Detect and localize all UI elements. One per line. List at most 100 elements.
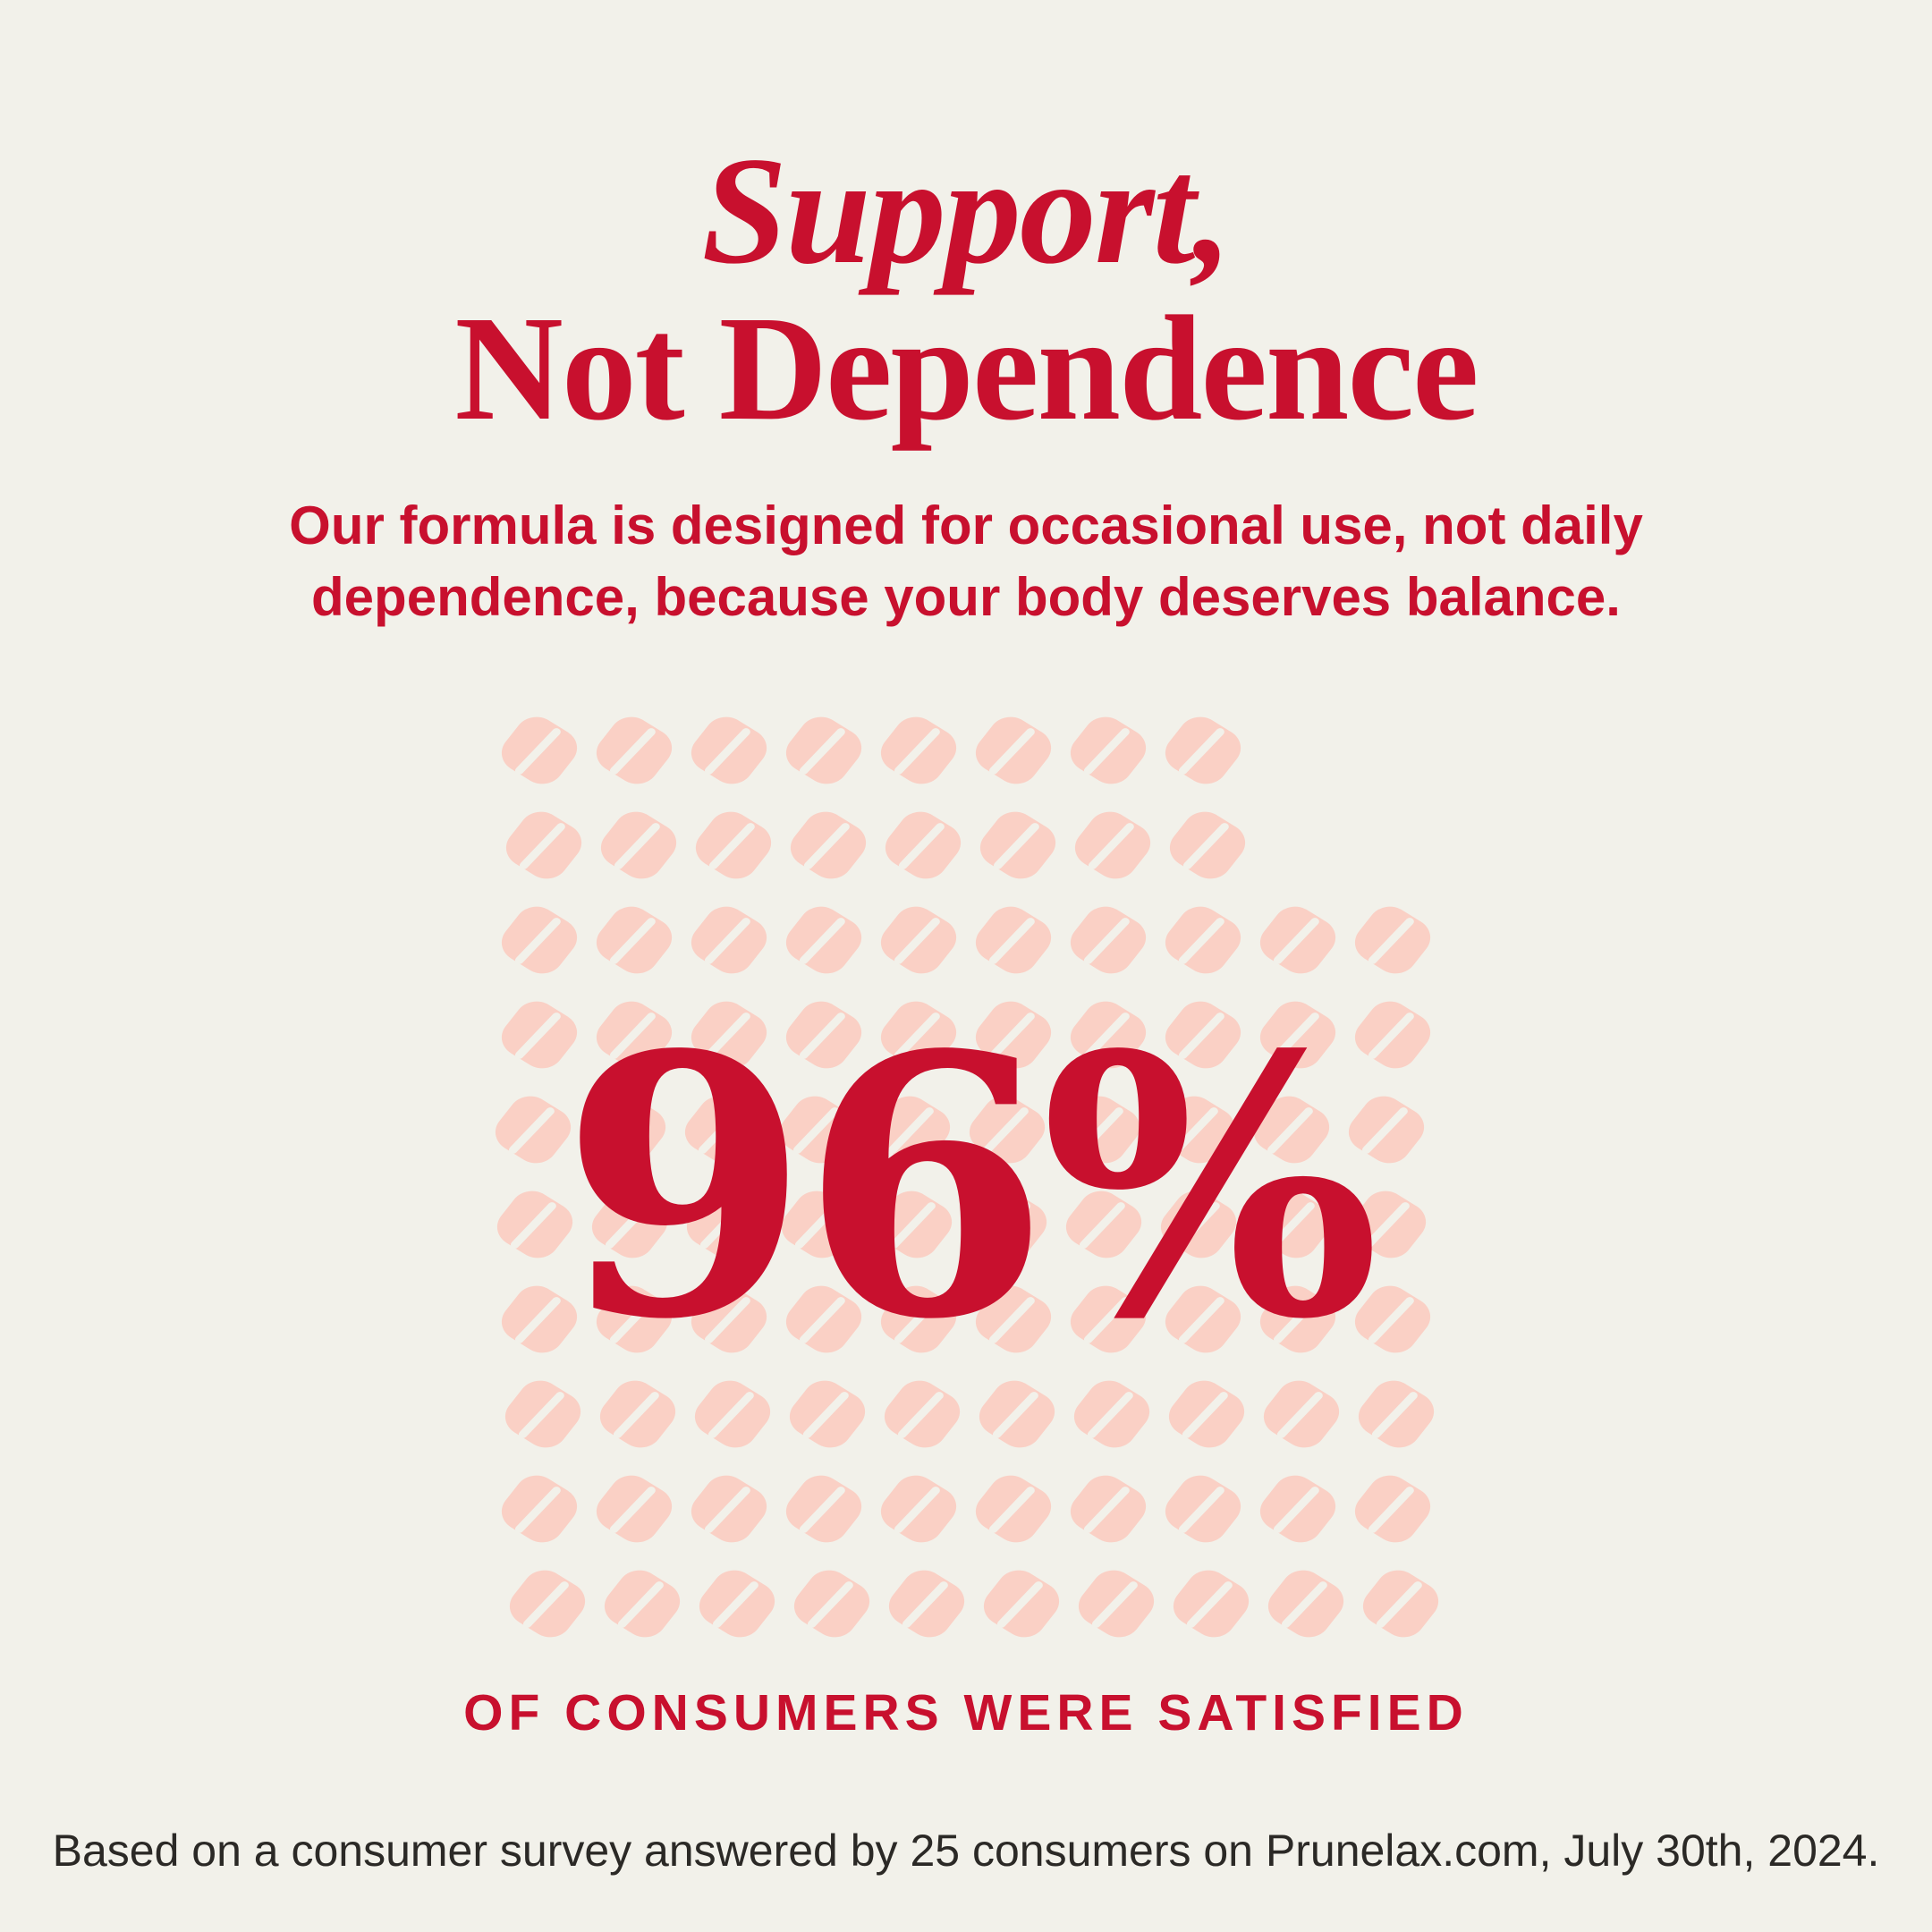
pill-tablet-icon [785,716,862,784]
pill-cell [686,798,781,893]
title-line-support: Support, [701,126,1232,296]
pictogram-row [496,798,1448,893]
pill-tablet-icon [504,1380,581,1448]
pill-tablet-icon [1074,811,1151,879]
pictogram-row [486,1082,1437,1177]
pill-tablet-icon [1255,1191,1332,1258]
pill-tablet-icon [501,1285,578,1353]
pill-cell [776,1272,871,1367]
pill-cell [1246,1177,1341,1272]
pill-cell [590,1367,685,1462]
pill-tablet-icon [596,1001,673,1069]
pill-tablet-icon [880,1001,957,1069]
pill-cell [784,1556,879,1651]
pill-cell [1254,1367,1349,1462]
pill-tablet-icon [1173,1570,1250,1638]
pill-cell [966,1462,1061,1556]
pill-cell [1061,703,1156,798]
pill-cell [966,1272,1061,1367]
pill-tablet-icon [785,1001,862,1069]
pill-tablet-icon [1354,1001,1431,1069]
pill-tablet-icon [1070,1001,1147,1069]
pill-tablet-icon [975,1475,1052,1543]
pill-tablet-icon [876,1191,953,1258]
pill-cell [970,1367,1064,1462]
pill-tablet-icon [1070,1475,1147,1543]
pill-tablet-icon [970,1191,1047,1258]
pill-cell [587,1272,682,1367]
pill-cell [966,893,1061,987]
pill-cell [1156,1462,1250,1556]
pill-tablet-icon [789,1380,866,1448]
pill-tablet-icon [699,1570,775,1638]
pill-cell [1156,1272,1250,1367]
pill-tablet-icon [1165,906,1241,974]
pill-tablet-icon [1070,716,1147,784]
pill-cell [1061,893,1156,987]
pictogram-row [492,893,1444,987]
pill-cell [776,1462,871,1556]
pill-cell [1250,893,1345,987]
pill-cell [1156,703,1250,798]
pill-tablet-icon [1358,1380,1435,1448]
pill-tablet-icon [589,1096,666,1164]
pill-cell [1061,1272,1156,1367]
pill-cell [966,703,1061,798]
pill-tablet-icon [979,811,1056,879]
pill-tablet-icon [880,1285,957,1353]
pill-cell [685,1367,780,1462]
pill-cell [970,798,1065,893]
pill-tablet-icon [1350,1191,1427,1258]
pill-tablet-icon [600,811,677,879]
pill-cell [1064,1367,1159,1462]
pill-cell [682,987,776,1082]
pill-cell [496,798,591,893]
pill-cell [876,798,970,893]
pill-cell [871,987,966,1082]
pill-tablet-icon [975,1285,1052,1353]
pill-tablet-icon [1063,1096,1140,1164]
pill-cell [1055,1082,1149,1177]
pill-cell [879,1556,974,1651]
pill-tablet-icon [1259,1475,1336,1543]
pill-tablet-icon [888,1570,965,1638]
pill-tablet-icon [969,1096,1046,1164]
pill-cell [492,1272,587,1367]
pill-tablet-icon [599,1380,676,1448]
pill-cell [780,1367,875,1462]
pill-tablet-icon [501,1475,578,1543]
pill-cell [682,1272,776,1367]
pill-cell [1056,1177,1151,1272]
stat-value: 96% [560,978,1381,1398]
pill-cell [1061,987,1156,1082]
pill-tablet-icon [695,811,772,879]
pill-cell [1164,1556,1258,1651]
pill-tablet-icon [501,906,578,974]
pill-tablet-icon [975,906,1052,974]
pill-cell [1156,893,1250,987]
pill-cell [772,1177,867,1272]
pill-cell [776,703,871,798]
pill-cell [682,703,776,798]
pill-cell [582,1177,677,1272]
pill-tablet-icon [793,1570,870,1638]
pill-tablet-icon [1263,1380,1340,1448]
pill-tablet-icon [596,1475,673,1543]
pill-tablet-icon [1354,906,1431,974]
pill-cell [500,1556,595,1651]
pill-cell [591,798,686,893]
pill-tablet-icon [1065,1191,1142,1258]
pill-tablet-icon [785,1285,862,1353]
pill-tablet-icon [1168,1380,1245,1448]
pill-tablet-icon [1158,1096,1235,1164]
pill-tablet-icon [1259,1285,1336,1353]
pill-cell [595,1556,690,1651]
pill-tablet-icon [1169,811,1246,879]
pill-cell [587,703,682,798]
pill-cell [487,1177,582,1272]
pill-tablet-icon [1073,1380,1150,1448]
pill-tablet-icon [975,1001,1052,1069]
pill-cell [690,1556,784,1651]
pill-cell [1339,1082,1434,1177]
pill-tablet-icon [885,811,962,879]
